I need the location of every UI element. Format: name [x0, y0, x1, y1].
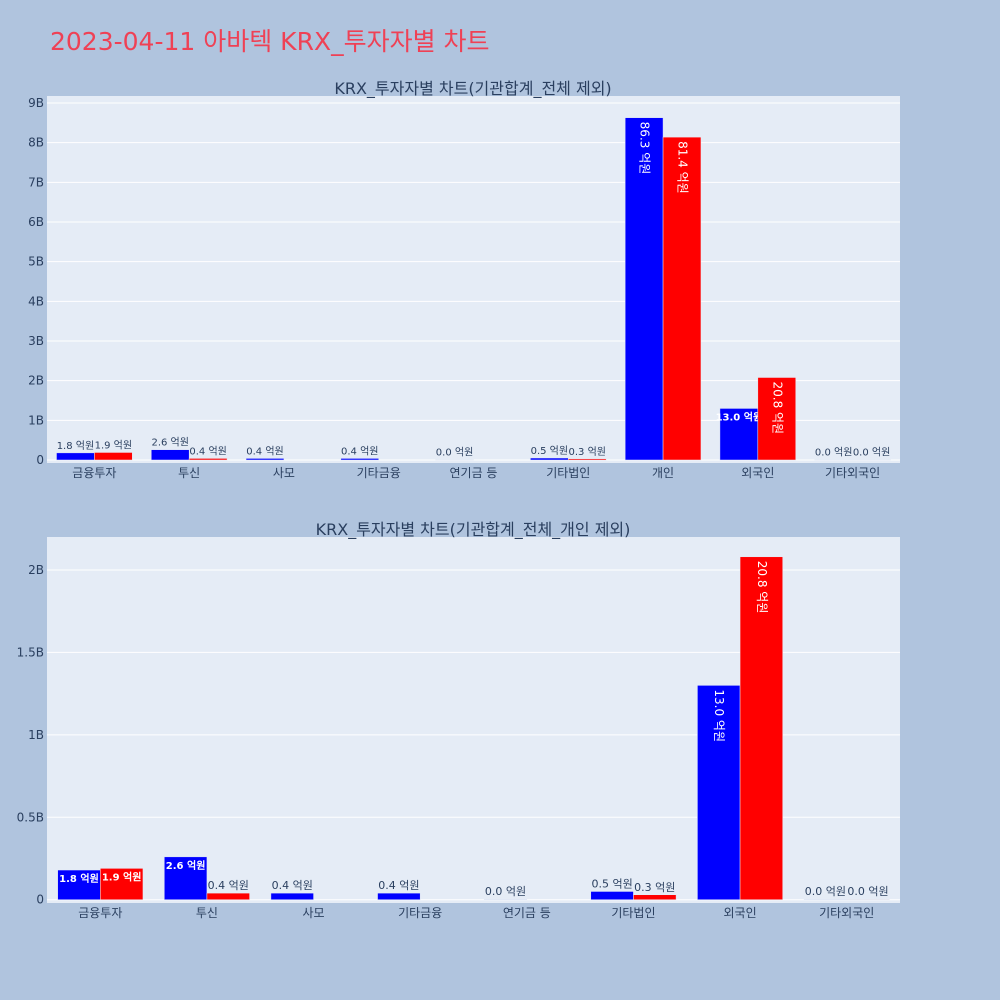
- bar: [530, 457, 569, 461]
- y-tick-label: 3B: [28, 334, 44, 348]
- bar-label: 13.0 억원: [712, 689, 726, 742]
- bar: [100, 868, 144, 900]
- bar-label: 0.5 억원: [591, 877, 632, 890]
- bar: [94, 452, 133, 461]
- bar-label: 0.4 억원: [378, 879, 419, 892]
- bar: [852, 459, 891, 461]
- bar: [377, 892, 421, 900]
- bar-label: 0.0 억원: [815, 447, 852, 459]
- bar: [340, 458, 379, 461]
- y-tick-label: 8B: [28, 136, 44, 150]
- y-tick-label: 0: [36, 453, 44, 467]
- y-tick-label: 2B: [28, 374, 44, 388]
- bar: [624, 117, 664, 461]
- y-tick-label: 9B: [28, 96, 44, 110]
- bar-label: 1.9 억원: [95, 439, 132, 451]
- bar-label: 1.8 억원: [59, 872, 99, 885]
- bar: [739, 556, 783, 900]
- bar: [757, 377, 796, 461]
- bar-label: 1.8 억원: [57, 440, 94, 452]
- y-tick-label: 0.5B: [17, 810, 44, 824]
- bar: [245, 458, 285, 461]
- bar: [164, 856, 208, 900]
- bar: [483, 898, 528, 900]
- bar-label: 20.8 억원: [770, 381, 784, 434]
- chart-title: KRX_투자자별 차트(기관합계_전체 제외): [334, 79, 611, 99]
- bar-label: 2.6 억원: [151, 437, 188, 449]
- bar-label: 0.4 억원: [272, 879, 313, 892]
- bar-label: 0.3 억원: [568, 446, 605, 458]
- bar-label: 0.4 억원: [208, 879, 249, 892]
- chart-title: KRX_투자자별 차트(기관합계_전체_개인 제외): [316, 520, 631, 540]
- bar: [633, 894, 677, 900]
- bar: [568, 458, 607, 461]
- bar-label: 0.4 억원: [246, 445, 283, 457]
- y-tick-label: 7B: [28, 175, 44, 189]
- bar: [188, 458, 228, 461]
- bar-label: 0.4 억원: [341, 445, 378, 457]
- x-tick-label: 투신: [196, 906, 218, 920]
- bar-label: 0.0 억원: [436, 447, 473, 459]
- bar-label: 86.3 억원: [638, 122, 652, 175]
- x-tick-label: 기타법인: [611, 906, 655, 920]
- y-tick-label: 5B: [28, 255, 44, 269]
- x-tick-label: 금융투자: [78, 906, 122, 920]
- x-tick-label: 외국인: [724, 906, 757, 920]
- bar: [846, 898, 890, 900]
- x-tick-label: 개인: [652, 466, 674, 480]
- x-tick-label: 연기금 등: [450, 466, 498, 480]
- y-tick-label: 2B: [28, 563, 44, 577]
- chart-1: 0 1B 2B 3B 4B 5B 6B 7B 8B 9B KRX_투자자별 차트(기관합계_전체 제…: [28, 79, 900, 480]
- bar: [814, 459, 853, 461]
- y-tick-label: 1.5B: [17, 645, 44, 659]
- bar-label: 0.0 억원: [485, 885, 526, 898]
- x-tick-label: 기타외국인: [819, 906, 874, 920]
- bar-label: 1.9 억원: [102, 870, 142, 883]
- bar-label: 0.3 억원: [634, 881, 675, 894]
- x-tick-label: 금융투자: [72, 466, 116, 480]
- x-tick-label: 기타금융: [357, 466, 401, 480]
- bar: [151, 449, 190, 461]
- bar-label: 81.4 억원: [676, 141, 690, 194]
- bar: [803, 898, 847, 900]
- x-tick-label: 연기금 등: [503, 906, 551, 920]
- x-tick-label: 투신: [178, 466, 200, 480]
- x-tick-label: 기타금융: [398, 906, 442, 920]
- bar: [206, 892, 250, 900]
- bar: [56, 452, 95, 461]
- bar: [697, 685, 741, 900]
- bar-label: 0.5 억원: [531, 445, 568, 457]
- y-tick-label: 4B: [28, 294, 44, 308]
- bar-label: 0.0 억원: [853, 447, 890, 459]
- bar: [662, 136, 702, 461]
- chart-2: 0 0.5B 1B 1.5B 2B KRX_투자자별 차트(기관합계_전체_개인 제외) 금…: [17, 520, 900, 920]
- x-tick-label: 사모: [303, 906, 325, 920]
- bar-label: 20.8 억원: [755, 561, 769, 614]
- bar: [270, 892, 314, 900]
- bar: [719, 408, 759, 461]
- x-tick-label: 기타법인: [546, 466, 590, 480]
- bar: [435, 459, 474, 461]
- bar: [590, 891, 634, 900]
- y-tick-label: 1B: [28, 728, 44, 742]
- x-tick-label: 사모: [273, 466, 295, 480]
- page-title: 2023-04-11 아바텍 KRX_투자자별 차트: [50, 27, 490, 56]
- bar-label: 0.4 억원: [189, 445, 226, 457]
- bar-label: 2.6 억원: [166, 859, 206, 872]
- bar-label: 0.0 억원: [805, 885, 846, 898]
- y-tick-label: 0: [36, 893, 44, 907]
- x-tick-label: 기타외국인: [825, 466, 880, 480]
- bar-label: 0.0 억원: [847, 885, 888, 898]
- y-tick-label: 1B: [28, 413, 44, 427]
- y-tick-label: 6B: [28, 215, 44, 229]
- x-tick-label: 외국인: [741, 466, 774, 480]
- bar-label: 13.0 억원: [716, 410, 763, 423]
